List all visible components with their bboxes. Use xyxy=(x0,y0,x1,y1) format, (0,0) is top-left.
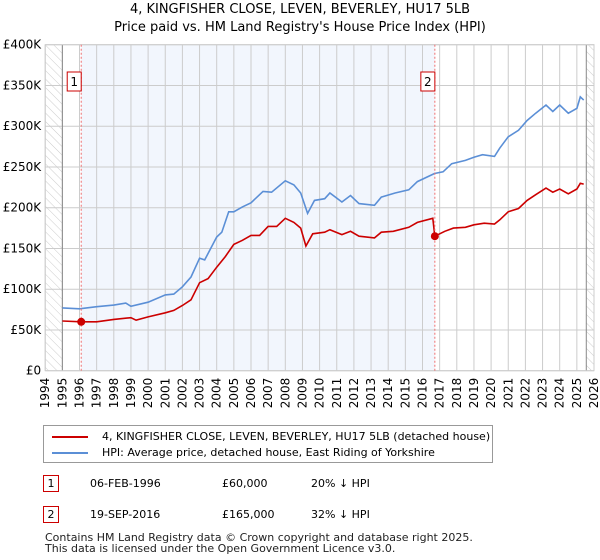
sale-point xyxy=(77,317,86,326)
sale-hpi-diff: 20% ↓ HPI xyxy=(311,477,370,490)
chart-title: 4, KINGFISHER CLOSE, LEVEN, BEVERLEY, HU… xyxy=(129,2,471,17)
x-tick-label: 1994 xyxy=(38,378,52,409)
x-tick-label: 2017 xyxy=(433,378,447,409)
x-tick-label: 2020 xyxy=(484,378,498,409)
x-tick-label: 1999 xyxy=(124,378,138,409)
x-tick-label: 2023 xyxy=(536,378,550,409)
sale-hpi-diff: 32% ↓ HPI xyxy=(311,508,370,521)
x-tick-label: 2016 xyxy=(416,378,430,409)
y-tick-label: £400K xyxy=(3,38,43,52)
x-tick-label: 2004 xyxy=(210,378,224,409)
x-tick-label: 2018 xyxy=(450,378,464,409)
x-tick-label: 2008 xyxy=(278,378,292,409)
sale-label-box xyxy=(420,71,436,92)
series-line xyxy=(62,95,585,310)
footer-licence: This data is licensed under the Open Gov… xyxy=(45,542,396,555)
x-tick-label: 2025 xyxy=(570,378,584,409)
x-tick-label: 1998 xyxy=(107,378,121,409)
y-tick-label: £200K xyxy=(3,201,43,215)
x-tick-label: 2001 xyxy=(158,378,172,409)
chart-subtitle: Price paid vs. HM Land Registry's House … xyxy=(114,20,486,35)
x-tick-label: 2011 xyxy=(330,378,344,409)
series-line xyxy=(62,182,584,323)
x-tick-label: 2002 xyxy=(175,378,189,409)
sale-date: 19-SEP-2016 xyxy=(90,508,161,521)
footer-copyright: Contains HM Land Registry data © Crown c… xyxy=(45,531,473,544)
legend-label: 4, KINGFISHER CLOSE, LEVEN, BEVERLEY, HU… xyxy=(102,430,491,443)
sale-marker-badge: 2 xyxy=(43,506,59,523)
x-tick-label: 2019 xyxy=(467,378,481,409)
sale-row: 2 19-SEP-2016 £165,000 32% ↓ HPI xyxy=(43,506,593,523)
x-tick-label: 1996 xyxy=(73,378,87,409)
x-tick-label: 2000 xyxy=(141,378,155,409)
y-tick-label: £100K xyxy=(3,282,43,296)
x-tick-label: 1995 xyxy=(55,378,69,409)
legend-swatch xyxy=(52,435,88,438)
sale-point xyxy=(430,232,439,241)
sale-row: 1 06-FEB-1996 £60,000 20% ↓ HPI xyxy=(43,475,593,492)
x-tick-label: 2005 xyxy=(227,378,241,409)
x-tick-label: 2014 xyxy=(381,378,395,409)
x-tick-label: 2013 xyxy=(364,378,378,409)
y-tick-label: £50K xyxy=(10,323,42,337)
y-tick-label: £150K xyxy=(3,241,43,255)
x-tick-label: 2009 xyxy=(295,378,309,409)
sale-price: £165,000 xyxy=(222,508,275,521)
x-tick-label: 2024 xyxy=(553,378,567,409)
x-tick-label: 2022 xyxy=(518,378,532,409)
sale-price: £60,000 xyxy=(222,477,268,490)
y-tick-label: £250K xyxy=(3,160,43,174)
legend-item-hpi: HPI: Average price, detached house, East… xyxy=(52,446,435,459)
legend: 4, KINGFISHER CLOSE, LEVEN, BEVERLEY, HU… xyxy=(43,425,493,463)
x-tick-label: 2003 xyxy=(193,378,207,409)
sale-marker-badge: 1 xyxy=(43,475,59,492)
y-tick-label: £350K xyxy=(3,78,43,92)
x-tick-label: 2026 xyxy=(587,378,600,409)
sale-label: 2 xyxy=(424,75,432,89)
x-tick-label: 2010 xyxy=(313,378,327,409)
sale-label-box xyxy=(66,71,82,92)
footer: Contains HM Land Registry data © Crown c… xyxy=(45,532,473,554)
sale-label: 1 xyxy=(70,75,78,89)
sale-date: 06-FEB-1996 xyxy=(90,477,161,490)
x-tick-label: 2006 xyxy=(244,378,258,409)
x-tick-label: 2007 xyxy=(261,378,275,409)
legend-swatch xyxy=(52,451,88,454)
legend-label: HPI: Average price, detached house, East… xyxy=(102,446,435,459)
price-chart: 1994 1995 1996 1997 1998 1999 2000 2001 2002 2003… xyxy=(3,38,600,409)
y-tick-label: £0 xyxy=(26,364,41,378)
x-tick-label: 2012 xyxy=(347,378,361,409)
legend-item-property: 4, KINGFISHER CLOSE, LEVEN, BEVERLEY, HU… xyxy=(52,430,490,443)
x-tick-label: 2015 xyxy=(398,378,412,409)
x-tick-label: 1997 xyxy=(90,378,104,409)
plot-border xyxy=(44,44,595,372)
y-tick-label: £300K xyxy=(3,119,43,133)
x-tick-label: 2021 xyxy=(501,378,515,409)
